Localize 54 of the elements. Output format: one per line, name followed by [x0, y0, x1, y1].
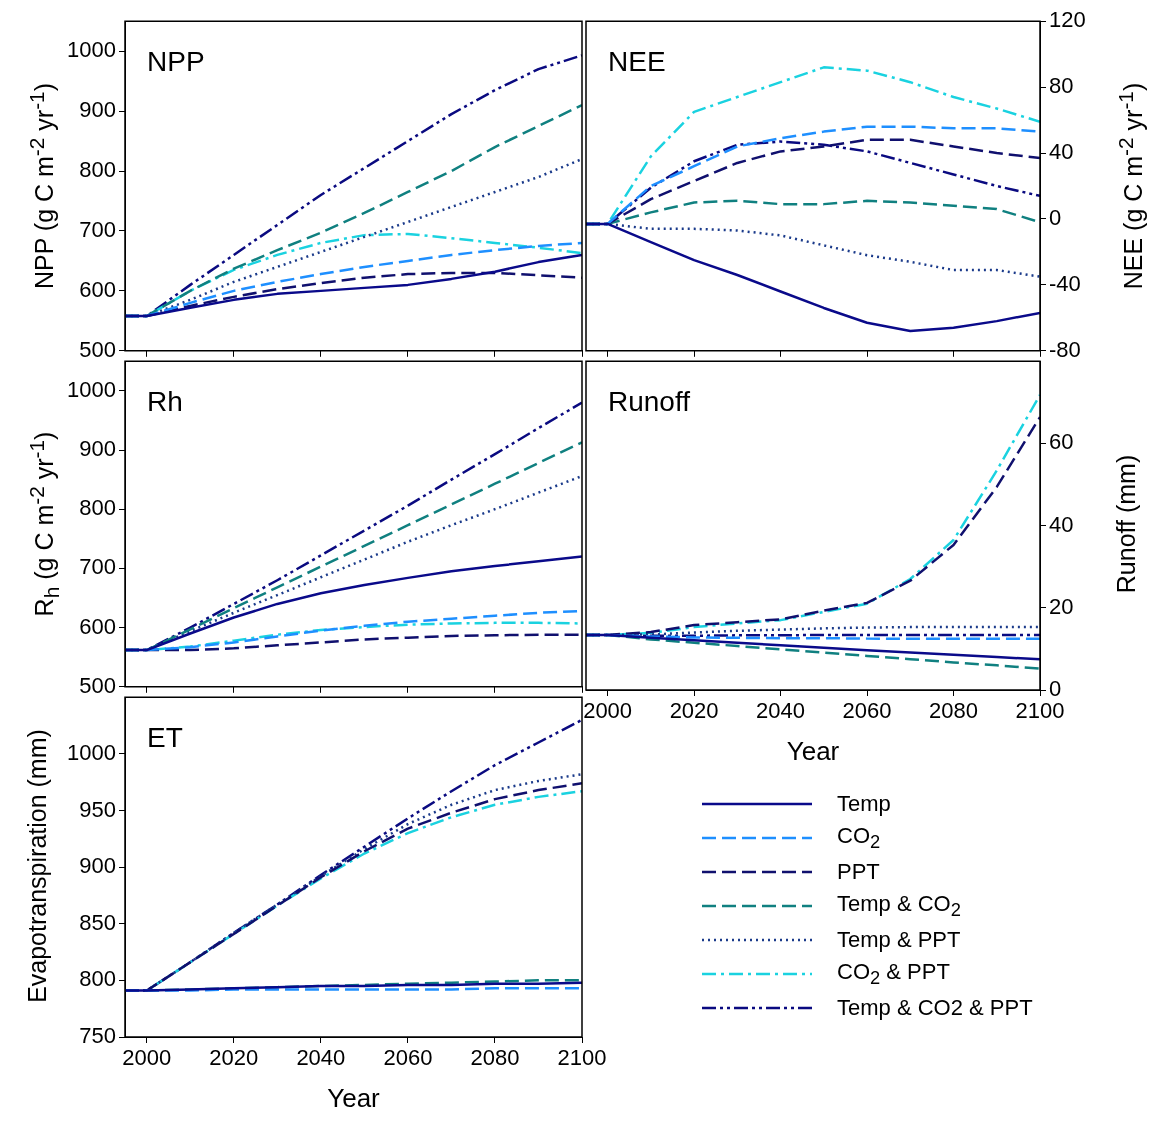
x-axis-title: Year — [327, 1082, 381, 1113]
x-tick-label: 2080 — [929, 698, 978, 724]
legend-label: Temp & CO$_{2}$ — [837, 890, 961, 922]
y-tick-label: 900 — [79, 97, 116, 123]
x-tick-label: 2000 — [122, 1045, 172, 1071]
text: Rh — [147, 386, 183, 418]
text: NPP — [147, 46, 205, 78]
y-tick-label: 1000 — [67, 376, 116, 402]
y-tick-label: 950 — [79, 796, 116, 822]
x-tick-label: 2060 — [842, 698, 892, 724]
y-tick-label: 700 — [79, 217, 116, 243]
y-tick-label: 60 — [1049, 429, 1074, 455]
y-tick-label: 500 — [79, 672, 116, 698]
y-tick-label: 800 — [79, 157, 116, 183]
x-tick-label: 2040 — [756, 698, 806, 724]
y-tick-label: -80 — [1049, 336, 1081, 362]
x-tick-label: 2040 — [296, 1045, 346, 1071]
y-axis-title: Evapotranspiration (mm) — [22, 727, 52, 1005]
x-tick-label: 2000 — [583, 698, 633, 724]
y-tick-label: 900 — [79, 436, 116, 462]
legend-label: PPT — [837, 859, 880, 885]
legend-label: Temp — [837, 791, 891, 817]
legend-label: Temp & PPT — [837, 927, 961, 953]
x-tick-label: 2020 — [209, 1045, 259, 1071]
legend-label: Temp & CO2 & PPT — [837, 995, 1033, 1021]
y-tick-label: 800 — [79, 966, 116, 992]
y-tick-label: 120 — [1049, 7, 1086, 33]
y-tick-label: 600 — [79, 613, 116, 639]
text: NEE — [608, 46, 666, 78]
x-tick-label: 2020 — [669, 698, 719, 724]
y-tick-label: 800 — [79, 495, 116, 521]
y-tick-label: 0 — [1049, 205, 1062, 231]
legend-label: CO$_{2}$ & PPT — [837, 958, 950, 990]
y-tick-label: 700 — [79, 554, 116, 580]
y-tick-label: 1000 — [67, 37, 116, 63]
y-tick-label: 20 — [1049, 593, 1074, 619]
x-tick-label: 2060 — [383, 1045, 433, 1071]
y-tick-label: 1000 — [67, 739, 116, 765]
text: ET — [147, 722, 183, 754]
x-tick-label: 2100 — [557, 1045, 607, 1071]
y-tick-label: 40 — [1049, 139, 1074, 165]
y-tick-label: 900 — [79, 853, 116, 879]
y-tick-label: 40 — [1049, 511, 1074, 537]
x-tick-label: 2080 — [470, 1045, 520, 1071]
y-tick-label: -40 — [1049, 270, 1081, 296]
y-tick-label: 750 — [79, 1023, 116, 1049]
text: Runoff — [608, 386, 691, 418]
y-tick-label: 600 — [79, 276, 116, 302]
y-tick-label: 80 — [1049, 73, 1074, 99]
y-tick-label: 850 — [79, 909, 116, 935]
y-tick-label: 500 — [79, 336, 116, 362]
y-axis-title: Runoff (mm) — [1111, 453, 1141, 596]
legend-label: CO$_{2}$ — [837, 822, 881, 854]
x-axis-title: Year — [786, 735, 840, 766]
